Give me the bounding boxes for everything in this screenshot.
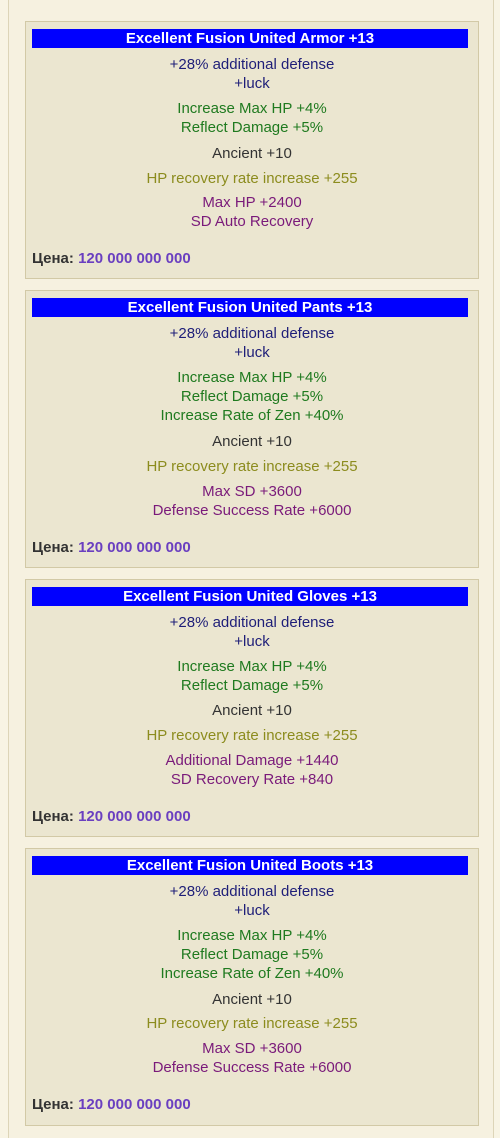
excellent-option: Reflect Damage +5% <box>180 119 324 136</box>
recovery-option: HP recovery rate increase +255 <box>146 1015 358 1032</box>
socket-option: Defense Success Rate +6000 <box>152 1059 352 1076</box>
defense-option: +28% additional defense <box>169 325 335 342</box>
socket-option: Defense Success Rate +6000 <box>152 502 352 519</box>
excellent-option: Reflect Damage +5% <box>180 677 324 694</box>
luck-option: +luck <box>234 344 270 361</box>
item-title[interactable]: Excellent Fusion United Pants +13 <box>32 298 468 317</box>
price-value: 120 000 000 000 <box>78 539 191 556</box>
price-label: Цена: <box>32 250 74 267</box>
excellent-option: Reflect Damage +5% <box>180 388 324 405</box>
excellent-option: Reflect Damage +5% <box>180 946 324 963</box>
price-label: Цена: <box>32 1096 74 1113</box>
luck-option: +luck <box>234 75 270 92</box>
price-label: Цена: <box>32 539 74 556</box>
price-row: Цена: 120 000 000 000 <box>32 807 191 826</box>
recovery-option: HP recovery rate increase +255 <box>146 170 358 187</box>
ancient-option: Ancient +10 <box>212 991 292 1008</box>
ancient-option: Ancient +10 <box>212 702 292 719</box>
socket-option: Max SD +3600 <box>202 1040 302 1057</box>
luck-option: +luck <box>234 902 270 919</box>
price-value: 120 000 000 000 <box>78 1096 191 1113</box>
item-card-armor: Excellent Fusion United Armor +13 +28% a… <box>25 21 479 279</box>
price-row: Цена: 120 000 000 000 <box>32 1095 191 1114</box>
excellent-option: Increase Max HP +4% <box>177 100 327 117</box>
excellent-option: Increase Max HP +4% <box>177 927 327 944</box>
socket-option: Max HP +2400 <box>202 194 302 211</box>
price-value: 120 000 000 000 <box>78 808 191 825</box>
ancient-option: Ancient +10 <box>212 145 292 162</box>
defense-option: +28% additional defense <box>169 56 335 73</box>
excellent-option: Increase Rate of Zen +40% <box>160 407 344 424</box>
excellent-option: Increase Max HP +4% <box>177 369 327 386</box>
item-title[interactable]: Excellent Fusion United Armor +13 <box>32 29 468 48</box>
page-column: Excellent Fusion United Armor +13 +28% a… <box>8 0 494 1138</box>
defense-option: +28% additional defense <box>169 614 335 631</box>
socket-option: SD Auto Recovery <box>190 213 314 230</box>
excellent-option: Increase Max HP +4% <box>177 658 327 675</box>
price-label: Цена: <box>32 808 74 825</box>
defense-option: +28% additional defense <box>169 883 335 900</box>
item-card-gloves: Excellent Fusion United Gloves +13 +28% … <box>25 579 479 837</box>
item-card-pants: Excellent Fusion United Pants +13 +28% a… <box>25 290 479 568</box>
socket-option: Max SD +3600 <box>202 483 302 500</box>
item-title[interactable]: Excellent Fusion United Boots +13 <box>32 856 468 875</box>
ancient-option: Ancient +10 <box>212 433 292 450</box>
excellent-option: Increase Rate of Zen +40% <box>160 965 344 982</box>
socket-option: SD Recovery Rate +840 <box>170 771 334 788</box>
recovery-option: HP recovery rate increase +255 <box>146 727 358 744</box>
price-row: Цена: 120 000 000 000 <box>32 249 191 268</box>
price-value: 120 000 000 000 <box>78 250 191 267</box>
item-card-boots: Excellent Fusion United Boots +13 +28% a… <box>25 848 479 1126</box>
recovery-option: HP recovery rate increase +255 <box>146 458 358 475</box>
price-row: Цена: 120 000 000 000 <box>32 538 191 557</box>
item-title[interactable]: Excellent Fusion United Gloves +13 <box>32 587 468 606</box>
socket-option: Additional Damage +1440 <box>165 752 339 769</box>
luck-option: +luck <box>234 633 270 650</box>
